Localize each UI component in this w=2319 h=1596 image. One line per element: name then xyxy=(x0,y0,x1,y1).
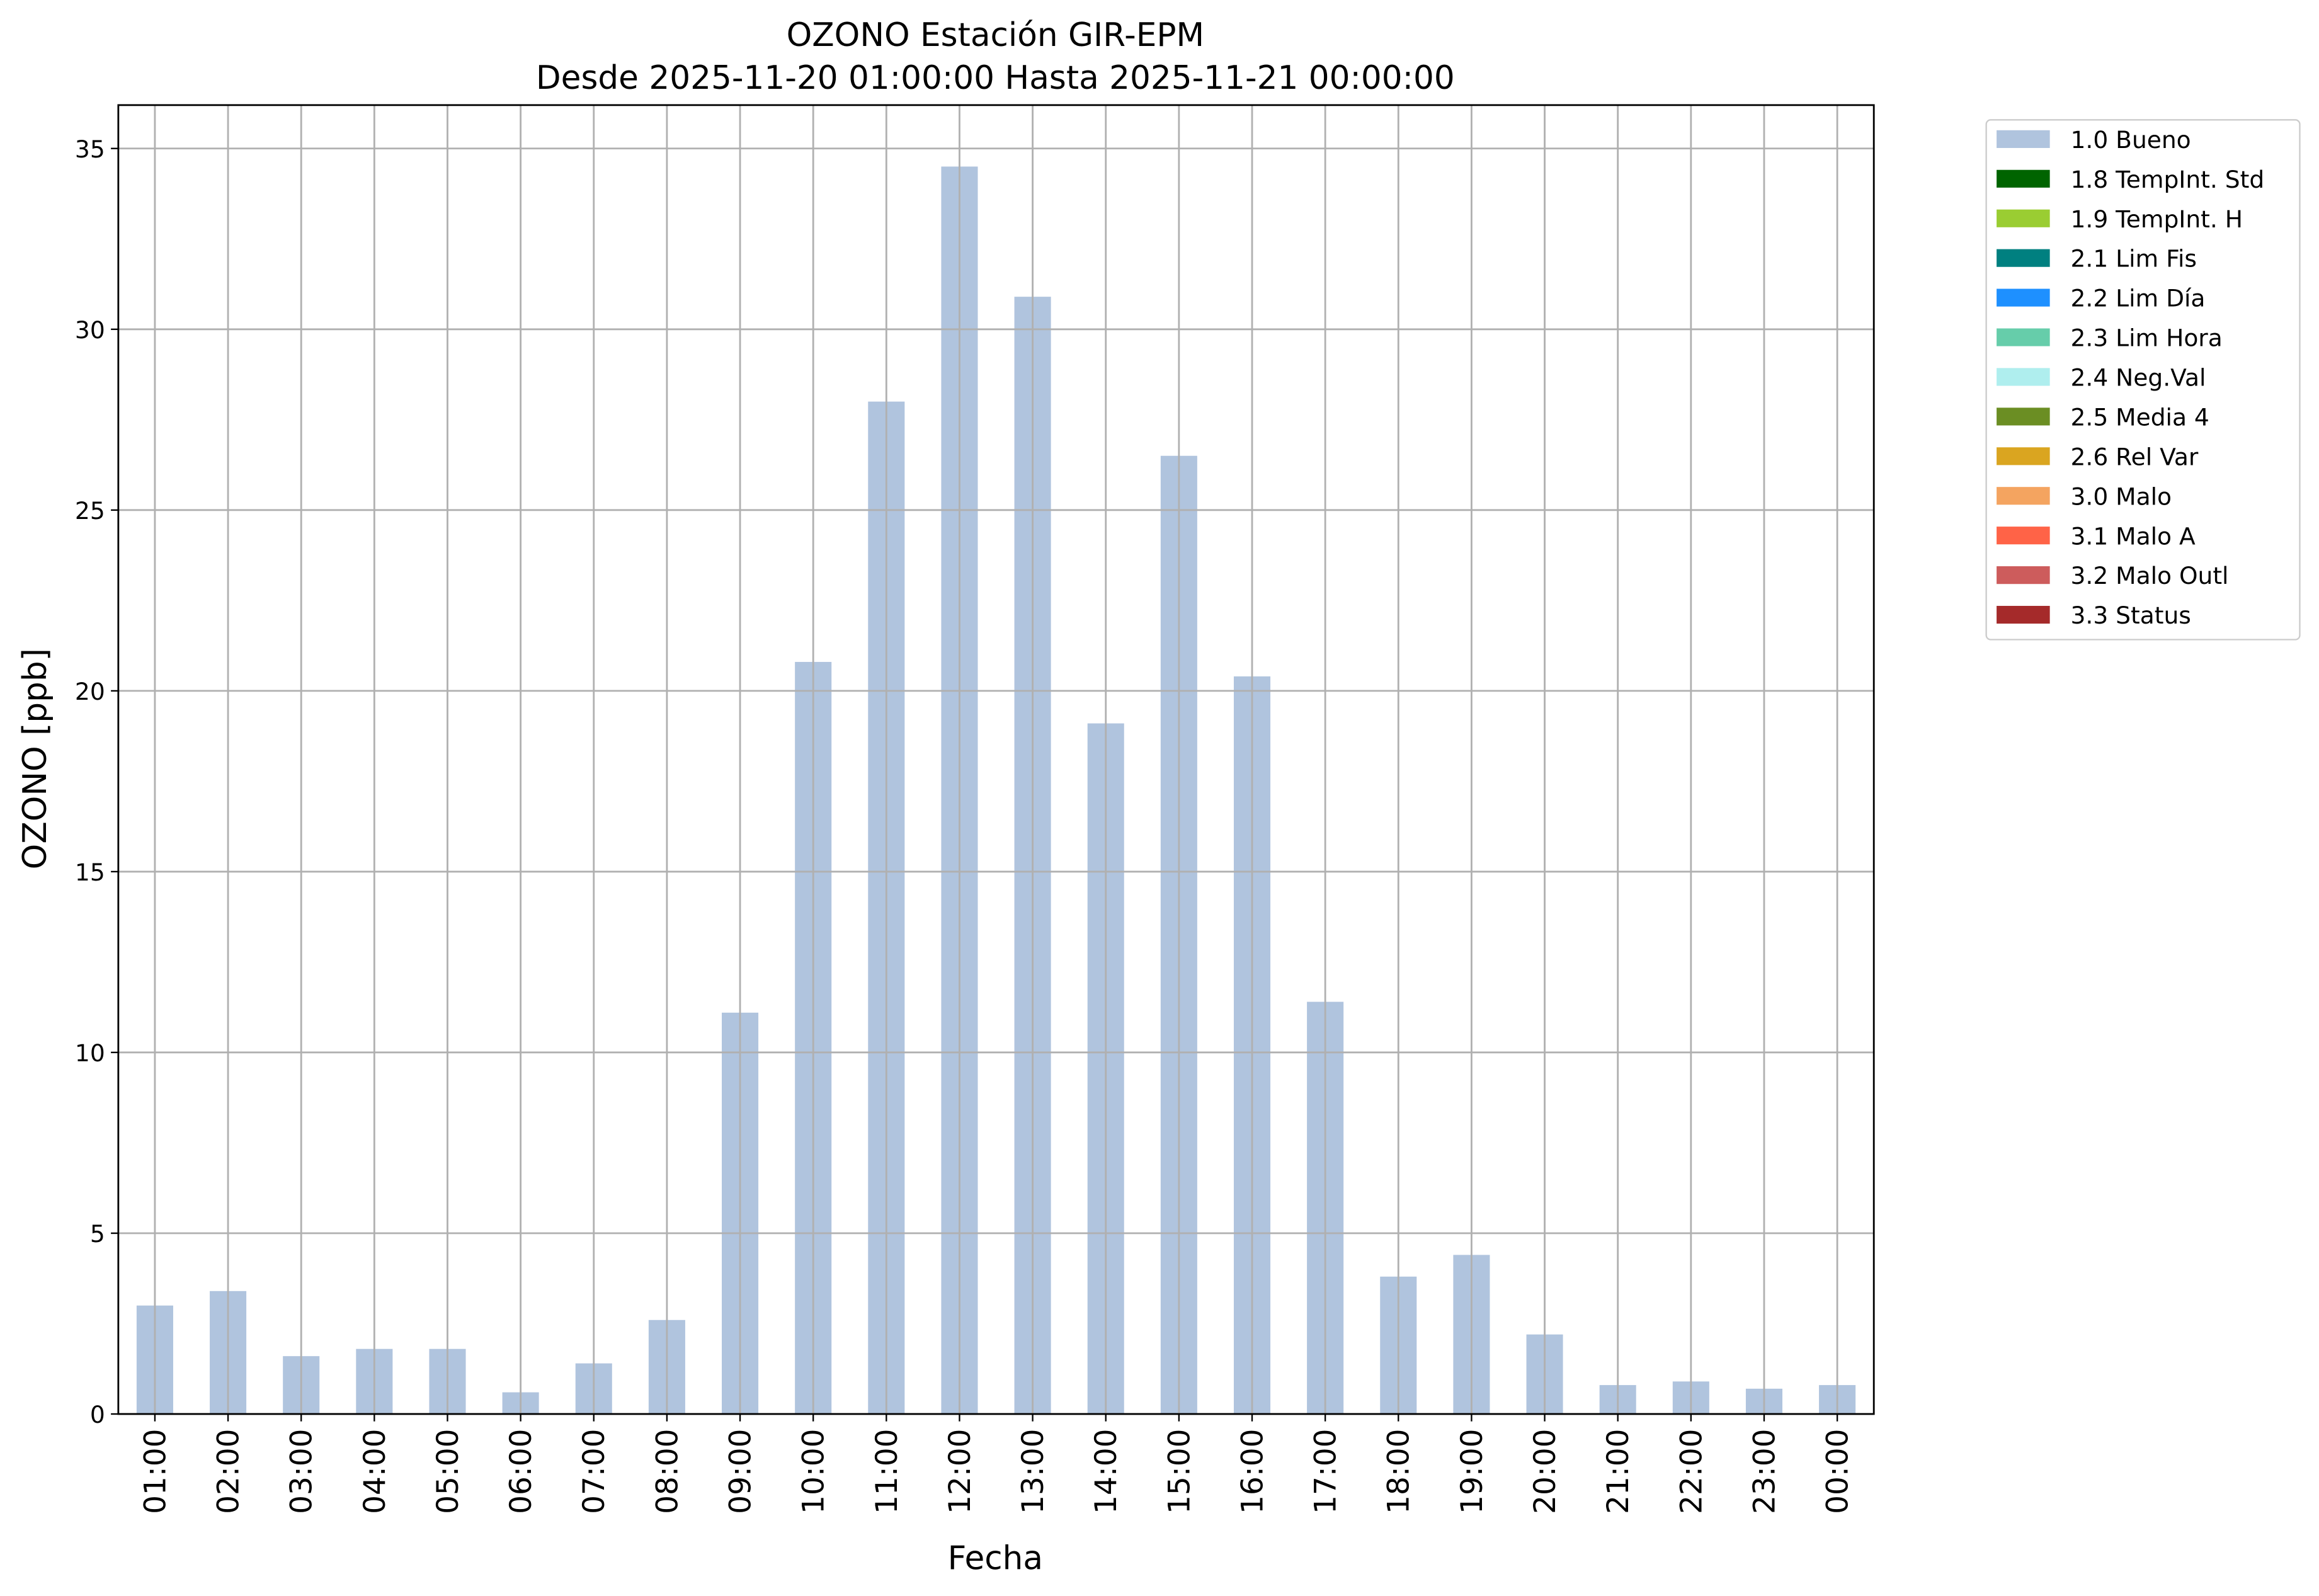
y-tick-label: 20 xyxy=(75,678,105,705)
legend-label: 2.1 Lim Fis xyxy=(2071,245,2197,273)
chart-title: OZONO Estación GIR-EPM xyxy=(787,16,1204,54)
y-tick-label: 30 xyxy=(75,316,105,344)
x-tick-label: 14:00 xyxy=(1089,1429,1124,1514)
legend-label: 3.2 Malo Outl xyxy=(2071,562,2229,590)
x-tick-label: 08:00 xyxy=(650,1429,685,1514)
legend-label: 2.5 Media 4 xyxy=(2071,403,2209,431)
legend-swatch xyxy=(1997,328,2050,346)
legend-swatch xyxy=(1997,169,2050,188)
x-axis-label: Fecha xyxy=(948,1540,1043,1578)
legend-label: 1.8 TempInt. Std xyxy=(2071,166,2265,193)
x-tick-label: 06:00 xyxy=(504,1429,538,1514)
legend-label: 1.9 TempInt. H xyxy=(2071,205,2243,233)
legend-label: 1.0 Bueno xyxy=(2071,126,2191,154)
x-tick-label: 12:00 xyxy=(943,1429,977,1514)
legend-label: 2.2 Lim Día xyxy=(2071,285,2206,312)
legend-swatch xyxy=(1997,130,2050,148)
x-tick-label: 00:00 xyxy=(1821,1429,1855,1514)
x-tick-label: 09:00 xyxy=(723,1429,758,1514)
y-tick-label: 10 xyxy=(75,1039,105,1067)
x-tick-label: 18:00 xyxy=(1382,1429,1416,1514)
x-tick-label: 02:00 xyxy=(212,1429,246,1514)
x-tick-label: 03:00 xyxy=(285,1429,319,1514)
y-axis-label: OZONO [ppb] xyxy=(16,648,54,869)
y-tick-label: 5 xyxy=(90,1220,105,1248)
x-tick-label: 10:00 xyxy=(797,1429,831,1514)
legend-swatch xyxy=(1997,209,2050,227)
legend-label: 3.0 Malo xyxy=(2071,482,2172,510)
legend-swatch xyxy=(1997,487,2050,505)
chart-subtitle: Desde 2025-11-20 01:00:00 Hasta 2025-11-… xyxy=(536,59,1455,97)
x-tick-label: 04:00 xyxy=(358,1429,392,1514)
legend-label: 2.4 Neg.Val xyxy=(2071,364,2206,392)
legend-box xyxy=(1985,119,2301,641)
legend-swatch xyxy=(1997,408,2050,426)
x-tick-label: 22:00 xyxy=(1674,1429,1709,1514)
x-tick-label: 01:00 xyxy=(138,1429,173,1514)
legend-label: 2.3 Lim Hora xyxy=(2071,324,2223,352)
x-tick-label: 07:00 xyxy=(577,1429,612,1514)
legend-label: 3.3 Status xyxy=(2071,601,2191,629)
legend-swatch xyxy=(1997,527,2050,545)
legend-swatch xyxy=(1997,605,2050,624)
legend-swatch xyxy=(1997,249,2050,267)
legend-label: 2.6 Rel Var xyxy=(2071,443,2199,470)
y-tick-label: 15 xyxy=(75,858,105,886)
x-tick-label: 05:00 xyxy=(431,1429,465,1514)
y-tick-label: 25 xyxy=(75,497,105,525)
legend-swatch xyxy=(1997,447,2050,465)
x-tick-label: 20:00 xyxy=(1528,1429,1563,1514)
x-tick-label: 11:00 xyxy=(870,1429,904,1514)
legend-swatch xyxy=(1997,288,2050,307)
x-tick-label: 16:00 xyxy=(1235,1429,1270,1514)
x-tick-label: 15:00 xyxy=(1162,1429,1197,1514)
legend-swatch xyxy=(1997,566,2050,584)
x-tick-label: 13:00 xyxy=(1016,1429,1051,1514)
x-tick-label: 21:00 xyxy=(1601,1429,1636,1514)
plot-frame xyxy=(117,104,1875,1415)
x-tick-label: 19:00 xyxy=(1455,1429,1490,1514)
legend-swatch xyxy=(1997,368,2050,386)
legend-label: 3.1 Malo A xyxy=(2071,522,2196,550)
x-tick-label: 23:00 xyxy=(1747,1429,1782,1514)
y-tick-label: 0 xyxy=(90,1401,105,1428)
x-tick-label: 17:00 xyxy=(1309,1429,1343,1514)
y-tick-label: 35 xyxy=(75,135,105,163)
